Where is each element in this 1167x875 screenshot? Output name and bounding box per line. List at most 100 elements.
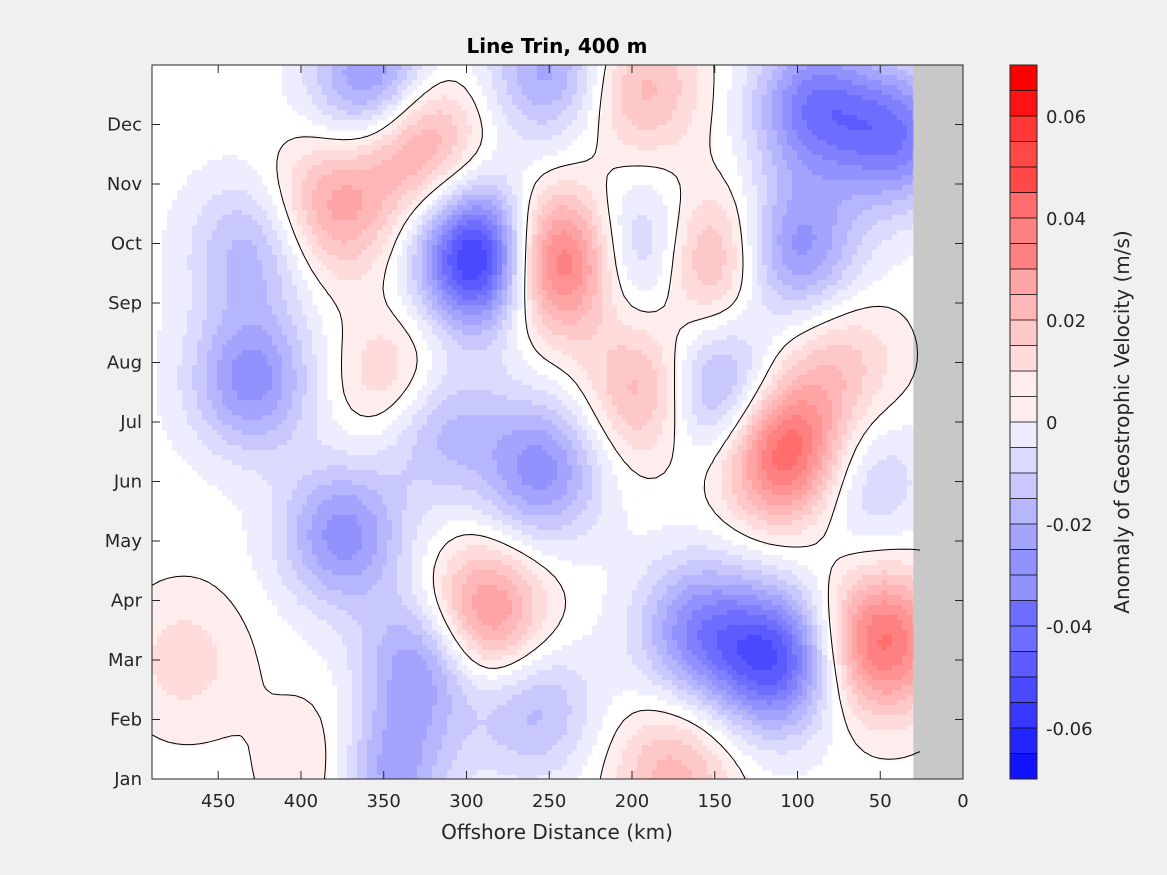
field-cell	[707, 160, 713, 166]
field-cell	[342, 70, 348, 76]
field-cell	[232, 190, 238, 196]
field-cell	[692, 195, 698, 201]
field-cell	[562, 105, 568, 111]
field-cell	[817, 155, 823, 161]
field-cell	[632, 80, 638, 86]
field-cell	[177, 200, 183, 206]
field-cell	[362, 65, 368, 71]
field-cell	[897, 75, 903, 81]
field-cell	[302, 85, 308, 91]
field-cell	[817, 165, 823, 171]
field-cell	[697, 130, 703, 136]
field-cell	[902, 225, 908, 231]
field-cell	[802, 200, 808, 206]
field-cell	[647, 220, 653, 226]
field-cell	[327, 145, 333, 151]
field-cell	[722, 215, 728, 221]
field-cell	[747, 80, 753, 86]
field-cell	[217, 210, 223, 216]
field-cell	[797, 165, 803, 171]
field-cell	[852, 90, 858, 96]
field-cell	[592, 80, 598, 86]
field-cell	[852, 180, 858, 186]
field-cell	[647, 95, 653, 101]
field-cell	[807, 250, 813, 256]
field-cell	[562, 205, 568, 211]
field-cell	[432, 250, 438, 256]
field-cell	[512, 160, 518, 166]
field-cell	[712, 225, 718, 231]
field-cell	[682, 155, 688, 161]
field-cell	[872, 225, 878, 231]
field-cell	[202, 170, 208, 176]
field-cell	[797, 120, 803, 126]
field-cell	[577, 80, 583, 86]
field-cell	[482, 190, 488, 196]
field-cell	[582, 215, 588, 221]
field-cell	[322, 265, 328, 271]
field-cell	[577, 240, 583, 246]
field-cell	[907, 120, 913, 126]
field-cell	[462, 195, 468, 201]
field-cell	[697, 125, 703, 131]
field-cell	[777, 235, 783, 241]
field-cell	[332, 255, 338, 261]
field-cell	[862, 105, 868, 111]
field-cell	[632, 235, 638, 241]
field-cell	[682, 85, 688, 91]
field-cell	[777, 125, 783, 131]
field-cell	[482, 75, 488, 81]
field-cell	[877, 75, 883, 81]
field-cell	[372, 155, 378, 161]
field-cell	[837, 70, 843, 76]
field-cell	[857, 205, 863, 211]
field-cell	[332, 205, 338, 211]
field-cell	[437, 230, 443, 236]
field-cell	[882, 160, 888, 166]
field-cell	[882, 95, 888, 101]
field-cell	[567, 115, 573, 121]
field-cell	[682, 120, 688, 126]
field-cell	[877, 95, 883, 101]
field-cell	[682, 195, 688, 201]
field-cell	[607, 240, 613, 246]
field-cell	[662, 240, 668, 246]
field-cell	[387, 110, 393, 116]
field-cell	[592, 245, 598, 251]
field-cell	[862, 200, 868, 206]
field-cell	[642, 210, 648, 216]
field-cell	[352, 70, 358, 76]
field-cell	[327, 100, 333, 106]
field-cell	[217, 240, 223, 246]
field-cell	[362, 230, 368, 236]
field-cell	[787, 70, 793, 76]
field-cell	[637, 125, 643, 131]
field-cell	[527, 145, 533, 151]
field-cell	[427, 150, 433, 156]
field-cell	[542, 195, 548, 201]
field-cell	[532, 125, 538, 131]
field-cell	[362, 100, 368, 106]
field-cell	[462, 95, 468, 101]
field-cell	[417, 145, 423, 151]
field-cell	[892, 150, 898, 156]
field-cell	[342, 235, 348, 241]
field-cell	[387, 90, 393, 96]
field-cell	[307, 220, 313, 226]
field-cell	[447, 265, 453, 271]
field-cell	[622, 135, 628, 141]
field-cell	[832, 120, 838, 126]
field-cell	[752, 130, 758, 136]
field-cell	[372, 65, 378, 71]
field-cell	[747, 75, 753, 81]
field-cell	[677, 90, 683, 96]
field-cell	[212, 225, 218, 231]
field-cell	[732, 65, 738, 71]
field-cell	[772, 200, 778, 206]
field-cell	[692, 110, 698, 116]
field-cell	[532, 230, 538, 236]
field-cell	[412, 185, 418, 191]
field-cell	[697, 205, 703, 211]
field-cell	[347, 170, 353, 176]
field-cell	[417, 105, 423, 111]
